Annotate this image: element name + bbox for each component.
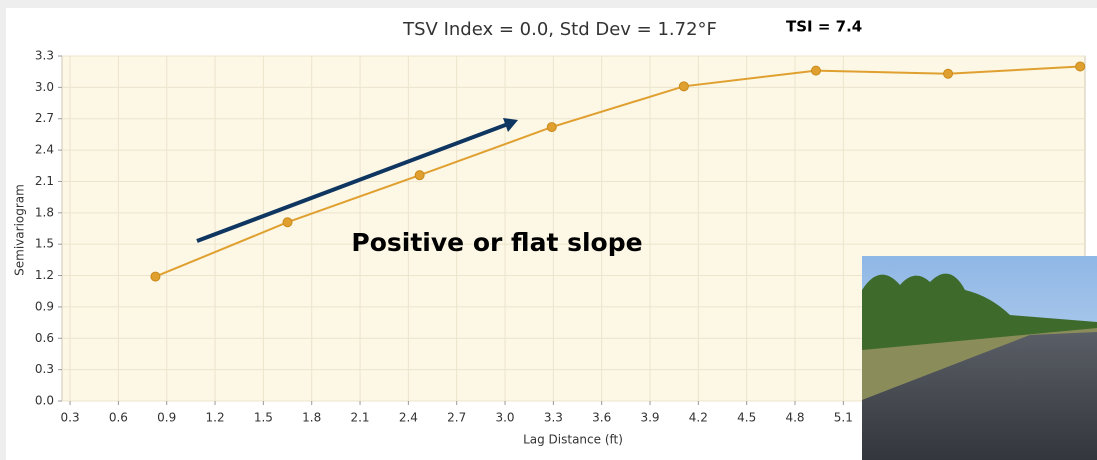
- x-axis-label: Lag Distance (ft): [523, 433, 623, 447]
- x-tick-label: 1.5: [254, 411, 273, 425]
- data-point: [547, 123, 556, 132]
- y-tick-label: 2.4: [35, 143, 54, 157]
- y-tick-label: 2.7: [35, 111, 54, 125]
- y-tick-label: 0.0: [35, 394, 54, 408]
- x-tick-label: 5.1: [834, 411, 853, 425]
- road-photo: [862, 256, 1097, 460]
- data-point: [944, 69, 953, 78]
- x-tick-label: 0.9: [157, 411, 176, 425]
- x-tick-label: 3.3: [544, 411, 563, 425]
- y-tick-label: 1.2: [35, 268, 54, 282]
- y-tick-label: 3.3: [35, 49, 54, 63]
- annotation: Positive or flat slope: [351, 228, 642, 257]
- y-tick-label: 0.6: [35, 331, 54, 345]
- x-tick-label: 2.1: [350, 411, 369, 425]
- x-tick-label: 2.7: [447, 411, 466, 425]
- data-point: [679, 82, 688, 91]
- x-tick-label: 4.5: [737, 411, 756, 425]
- x-tick-label: 3.6: [592, 411, 611, 425]
- data-point: [415, 171, 424, 180]
- chart-title: TSV Index = 0.0, Std Dev = 1.72°F: [402, 19, 717, 40]
- data-point: [1076, 62, 1085, 71]
- y-tick-label: 2.1: [35, 174, 54, 188]
- y-tick-label: 0.3: [35, 362, 54, 376]
- x-tick-label: 0.3: [61, 411, 80, 425]
- x-tick-label: 3.0: [495, 411, 514, 425]
- chart: TSV Index = 0.0, Std Dev = 1.72°F TSI = …: [0, 0, 1097, 460]
- x-tick-label: 4.8: [785, 411, 804, 425]
- x-tick-label: 3.9: [640, 411, 659, 425]
- data-point: [811, 66, 820, 75]
- data-point: [151, 272, 160, 281]
- y-tick-label: 0.9: [35, 299, 54, 313]
- x-tick-label: 2.4: [399, 411, 418, 425]
- y-axis-label: Semivariogram: [13, 184, 27, 276]
- x-tick-label: 1.8: [302, 411, 321, 425]
- y-tick-label: 3.0: [35, 80, 54, 94]
- chart-subtitle: TSI = 7.4: [786, 18, 862, 36]
- y-tick-label: 1.5: [35, 237, 54, 251]
- x-tick-label: 4.2: [689, 411, 708, 425]
- x-tick-label: 0.6: [109, 411, 128, 425]
- x-tick-label: 1.2: [206, 411, 225, 425]
- data-point: [283, 218, 292, 227]
- y-tick-label: 1.8: [35, 205, 54, 219]
